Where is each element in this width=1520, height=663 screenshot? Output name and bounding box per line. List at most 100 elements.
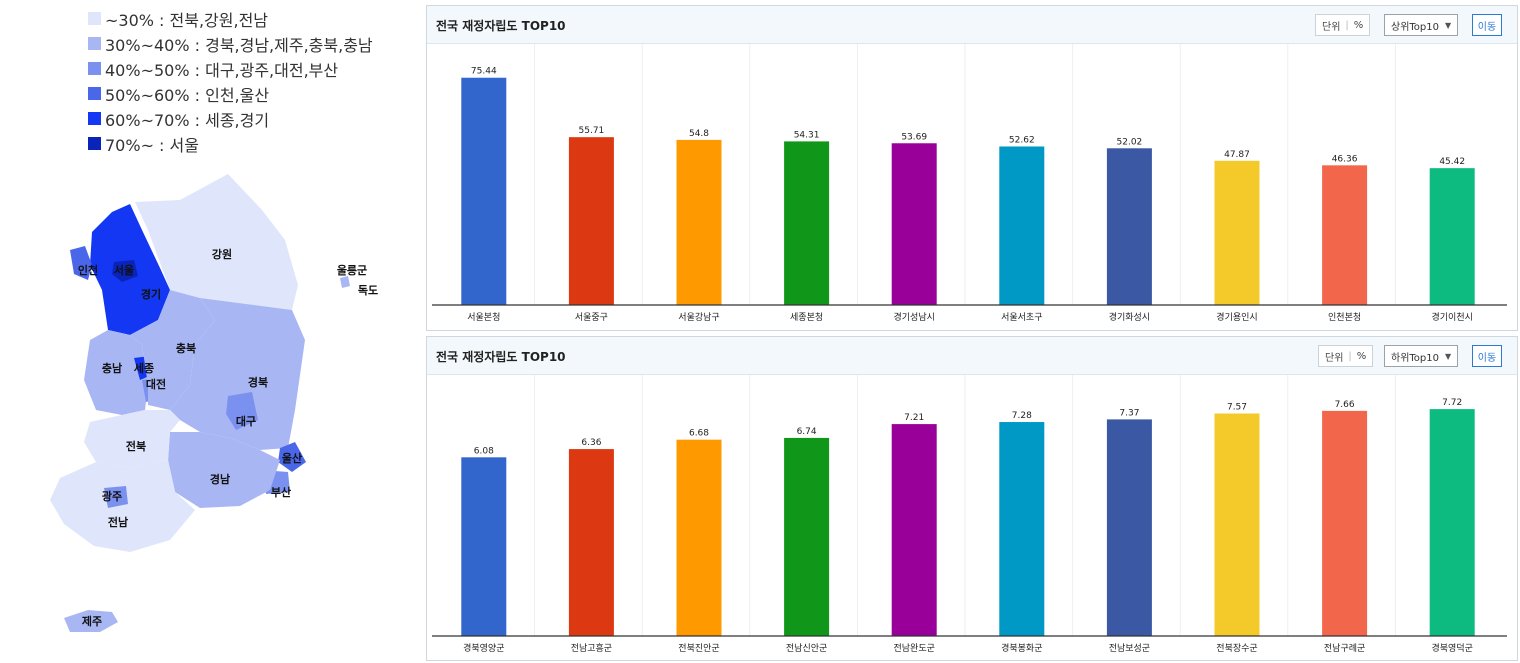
bar[interactable]: [784, 437, 830, 636]
legend-swatch: [88, 62, 101, 75]
map-label: 경북: [248, 375, 268, 389]
rank-select[interactable]: 상위Top10 ▼: [1384, 14, 1459, 36]
map-region-gwangju[interactable]: [104, 486, 128, 508]
category-label: 경기이천시: [1431, 311, 1472, 323]
bar-value-label: 45.42: [1439, 157, 1465, 167]
category-label: 경북영양군: [463, 642, 504, 654]
unit-label: 단위: [1325, 352, 1344, 364]
bar[interactable]: [1322, 410, 1368, 636]
bar[interactable]: [1322, 165, 1368, 305]
map-region-gyeongbuk[interactable]: [170, 298, 305, 450]
bar[interactable]: [461, 457, 507, 636]
map-label: 세종: [134, 361, 154, 375]
category-label: 전북진안군: [678, 643, 719, 654]
bar[interactable]: [1214, 160, 1260, 305]
bar-value-label: 7.28: [1012, 411, 1032, 421]
map-region-gyeongnam[interactable]: [168, 432, 280, 508]
go-button[interactable]: 이동: [1472, 14, 1502, 36]
category-label: 전남완도군: [893, 643, 934, 654]
map-region-daegu[interactable]: [226, 392, 258, 430]
map-label: 독도: [358, 284, 378, 297]
bar-value-label: 6.68: [689, 429, 709, 439]
chevron-down-icon: ▼: [1445, 20, 1452, 30]
bar-value-label: 53.69: [901, 132, 927, 142]
unit-label: 단위: [1322, 21, 1341, 33]
unit-value: %: [1356, 350, 1367, 362]
bar-chart-top: 75.44 서울본청 55.71 서울중구 54.8 서울강남구 54.31 세종본청 53.6…: [432, 44, 1507, 323]
unit-value: %: [1353, 19, 1364, 31]
map-label: 광주: [102, 490, 122, 503]
category-label: 전남신안군: [786, 643, 827, 654]
category-label: 서울본청: [467, 312, 500, 323]
legend-label: 40%~50% : 대구,광주,대전,부산: [105, 60, 339, 80]
category-label: 전북장수군: [1216, 643, 1257, 654]
bar-value-label: 7.66: [1335, 400, 1355, 410]
bar[interactable]: [461, 77, 507, 305]
bar-value-label: 7.21: [904, 413, 924, 423]
category-label: 경기용인시: [1216, 311, 1257, 323]
unit-selector[interactable]: 단위 | %: [1318, 345, 1374, 367]
bar[interactable]: [1106, 419, 1152, 636]
map-region-chungnam[interactable]: [84, 330, 148, 415]
map-label: 강원: [212, 247, 232, 261]
bar[interactable]: [1106, 148, 1152, 305]
bar[interactable]: [891, 143, 937, 305]
unit-selector[interactable]: 단위 | %: [1315, 14, 1371, 36]
map-label: 대전: [146, 377, 166, 391]
legend-label: 70%~ : 서울: [105, 135, 199, 155]
legend-label: ~30% : 전북,강원,전남: [105, 10, 269, 30]
legend-label: 50%~60% : 인천,울산: [105, 85, 270, 105]
map-label: 대구: [236, 414, 256, 428]
map-region-ulsan[interactable]: [278, 442, 306, 472]
bar[interactable]: [999, 146, 1045, 305]
legend-swatch: [88, 37, 101, 50]
map-region-jeonnam[interactable]: [50, 460, 195, 552]
rank-select[interactable]: 하위Top10 ▼: [1384, 345, 1459, 367]
bar[interactable]: [1429, 168, 1475, 305]
category-label: 서울서초구: [1001, 312, 1042, 323]
rank-select-value: 상위Top10: [1391, 21, 1439, 33]
legend-item: 60%~70% : 세종,경기: [88, 106, 373, 131]
map-region-ulleung[interactable]: [340, 276, 350, 288]
bar-value-label: 55.71: [579, 126, 605, 136]
bar-value-label: 75.44: [471, 67, 497, 77]
map-region-chungbuk[interactable]: [130, 290, 215, 410]
legend-swatch: [88, 12, 101, 25]
map-region-seoul[interactable]: [112, 260, 138, 282]
category-label: 경북봉화군: [1001, 642, 1042, 654]
map-label: 충북: [176, 341, 196, 355]
bar[interactable]: [999, 422, 1045, 636]
bar[interactable]: [568, 137, 614, 305]
korea-map: 강원 인천 서울 경기 울릉군 독도 충북 충남 세종 대전 경북 대구 전북 울산 경남 부산 광주 전남 제주: [30, 170, 420, 650]
bar[interactable]: [891, 424, 937, 636]
map-region-jeonbuk[interactable]: [84, 410, 180, 468]
bar[interactable]: [676, 439, 722, 636]
map-region-jeju[interactable]: [64, 610, 118, 632]
legend-item: 70%~ : 서울: [88, 131, 373, 156]
legend-label: 30%~40% : 경북,경남,제주,충북,충남: [105, 35, 373, 55]
bar[interactable]: [1214, 413, 1260, 636]
category-label: 전남보성군: [1109, 643, 1150, 654]
legend-item: ~30% : 전북,강원,전남: [88, 6, 373, 31]
legend-swatch: [88, 87, 101, 100]
go-button[interactable]: 이동: [1472, 345, 1502, 367]
legend-item: 40%~50% : 대구,광주,대전,부산: [88, 56, 373, 81]
bar-value-label: 6.08: [474, 446, 494, 456]
map-label: 제주: [82, 614, 102, 628]
bar[interactable]: [676, 139, 722, 305]
bar[interactable]: [784, 141, 830, 305]
category-label: 전남고흥군: [571, 642, 612, 654]
unit-divider: |: [1345, 19, 1349, 31]
panel-title: 전국 재정자립도 TOP10: [436, 350, 566, 364]
bar-value-label: 52.62: [1009, 135, 1035, 145]
bar-value-label: 7.57: [1227, 403, 1247, 413]
map-label: 전북: [126, 439, 146, 453]
bar-chart-bottom: 6.08 경북영양군 6.36 전남고흥군 6.68 전북진안군 6.74 전남신안군 7.21…: [432, 375, 1507, 654]
category-label: 경기화성시: [1109, 311, 1150, 323]
map-region-gangwon[interactable]: [135, 174, 298, 310]
category-label: 경북영덕군: [1431, 642, 1472, 654]
map-region-incheon[interactable]: [70, 246, 92, 280]
bar[interactable]: [568, 449, 614, 636]
category-label: 전남구례군: [1324, 643, 1365, 654]
bar[interactable]: [1429, 409, 1475, 636]
